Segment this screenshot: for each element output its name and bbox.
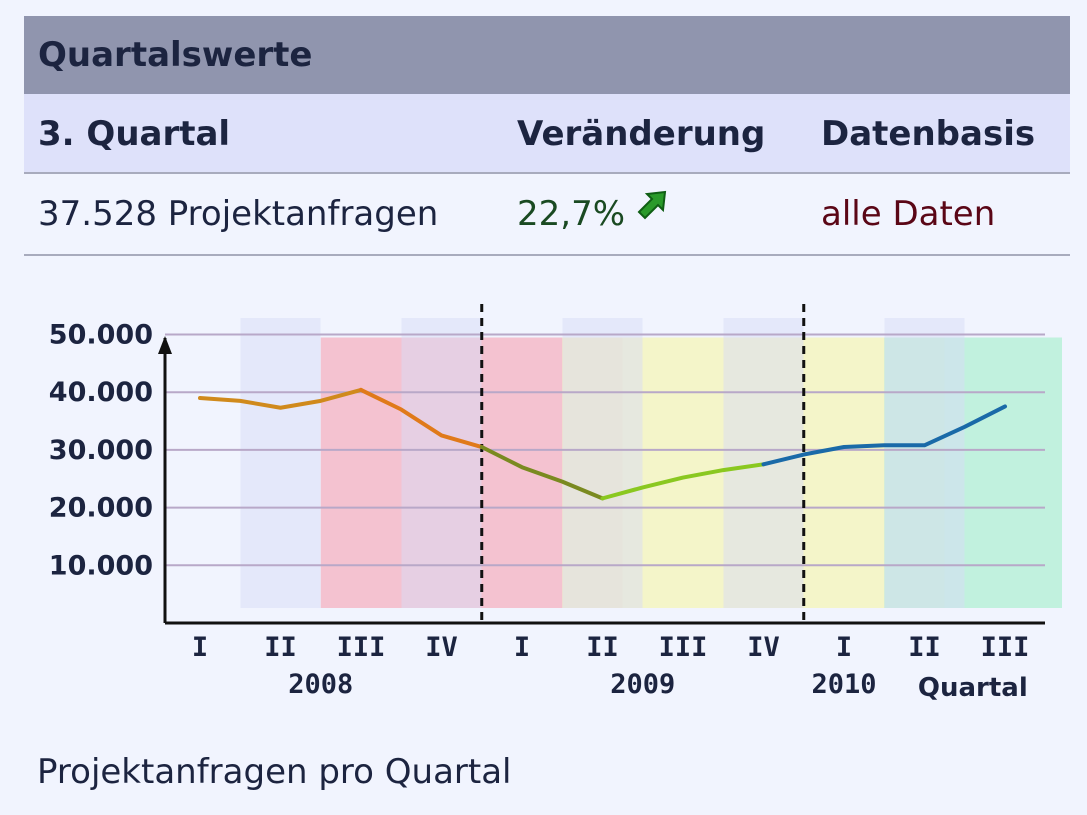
y-tick-label: 50.000 <box>49 320 153 351</box>
panel-title: Quartalswerte <box>24 16 1070 94</box>
header-basis: Datenbasis <box>821 114 1036 154</box>
year-label-2009: 2009 <box>610 669 675 700</box>
quarter-band-5 <box>562 318 643 608</box>
y-axis-arrow <box>158 336 172 354</box>
x-tick-label: III <box>337 632 386 663</box>
year-label-2008: 2008 <box>288 669 353 700</box>
header-row: 3. Quartal Veränderung Datenbasis <box>24 94 1070 174</box>
header-period: 3. Quartal <box>38 114 231 154</box>
x-tick-label: I <box>836 632 852 663</box>
x-tick-label: I <box>192 632 208 663</box>
series-line-segment-1 <box>359 387 484 450</box>
series-line-segment-3 <box>600 462 766 501</box>
quarter-values-panel: Quartalswerte 3. Quartal Veränderung Dat… <box>24 16 1070 256</box>
x-axis-label: Quartal <box>918 673 1028 703</box>
quarter-band-9 <box>884 318 965 608</box>
x-tick-label: II <box>264 632 297 663</box>
y-tick-label: 30.000 <box>49 435 153 466</box>
series-line-segment-2 <box>479 445 605 501</box>
change-value: 22,7% <box>517 194 626 234</box>
y-tick-label: 10.000 <box>49 550 153 581</box>
chart-caption: Projektanfragen pro Quartal <box>37 752 512 792</box>
request-count: 37.528 Projektanfragen <box>38 194 439 234</box>
data-basis-link[interactable]: alle Daten <box>821 194 996 234</box>
y-tick-label: 20.000 <box>49 493 153 524</box>
change-value-wrapper: 22,7% <box>517 174 669 254</box>
series-line-segment-0 <box>198 387 363 410</box>
year-label-2010: 2010 <box>811 669 876 700</box>
x-tick-label: III <box>659 632 708 663</box>
y-tick-label: 40.000 <box>49 377 153 408</box>
series-line-segment-4 <box>761 404 1007 467</box>
quarter-band-1 <box>240 318 321 608</box>
quarter-band-3 <box>401 318 482 608</box>
x-tick-label: II <box>908 632 941 663</box>
header-change: Veränderung <box>517 114 766 154</box>
value-row: 37.528 Projektanfragen 22,7% alle Daten <box>24 174 1070 256</box>
x-tick-label: II <box>586 632 619 663</box>
arrow-up-right-icon <box>635 171 669 251</box>
x-tick-label: III <box>981 632 1030 663</box>
x-tick-label: I <box>514 632 530 663</box>
x-tick-label: IV <box>747 632 780 663</box>
x-tick-label: IV <box>425 632 458 663</box>
